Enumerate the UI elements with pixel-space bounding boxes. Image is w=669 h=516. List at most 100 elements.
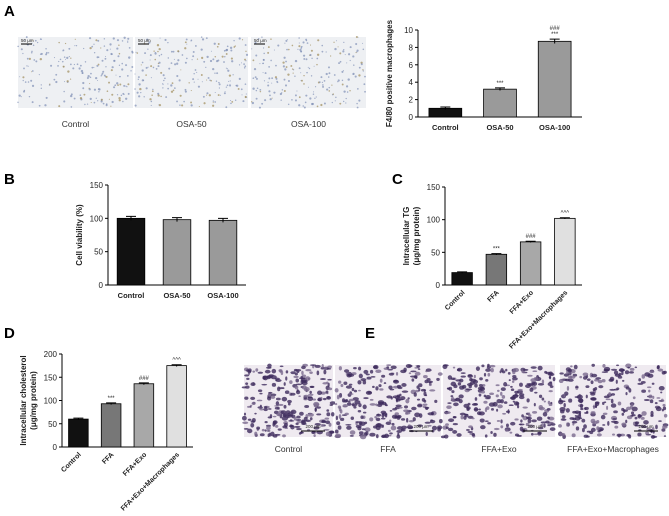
texture <box>362 404 367 410</box>
texture <box>244 44 247 46</box>
texture <box>111 100 114 104</box>
texture <box>270 38 272 40</box>
texture <box>240 88 243 91</box>
y-tick-label: 150 <box>427 183 441 192</box>
texture <box>295 422 299 426</box>
texture <box>325 390 329 394</box>
texture <box>355 35 358 39</box>
x-tick-label: OSA-50 <box>163 291 190 300</box>
texture <box>263 407 268 412</box>
texture <box>269 414 273 419</box>
texture <box>217 59 220 62</box>
texture <box>249 406 252 408</box>
texture <box>621 412 625 416</box>
texture <box>389 419 392 423</box>
texture <box>246 96 248 98</box>
texture <box>69 94 73 98</box>
texture <box>616 433 622 437</box>
texture <box>38 74 40 76</box>
texture <box>563 392 566 398</box>
texture <box>490 407 494 411</box>
texture <box>634 421 640 425</box>
texture <box>125 64 128 67</box>
texture <box>548 421 554 424</box>
texture <box>471 417 475 420</box>
texture <box>486 406 490 410</box>
texture <box>412 417 416 422</box>
texture <box>307 86 309 88</box>
texture <box>271 82 273 84</box>
texture <box>434 399 438 403</box>
texture <box>325 420 331 425</box>
texture <box>297 48 299 50</box>
texture <box>298 67 301 70</box>
texture <box>339 392 343 398</box>
texture <box>649 399 654 404</box>
error-bar <box>525 240 536 243</box>
texture <box>493 427 500 431</box>
texture <box>178 79 181 82</box>
texture <box>497 404 503 409</box>
texture <box>662 403 666 407</box>
texture <box>179 104 181 106</box>
texture <box>298 37 300 39</box>
texture <box>301 365 306 370</box>
texture <box>134 73 136 75</box>
texture <box>165 96 168 99</box>
texture <box>30 79 33 82</box>
texture <box>227 69 230 72</box>
texture <box>487 372 491 377</box>
texture <box>31 101 34 104</box>
texture <box>396 434 401 439</box>
texture <box>353 64 355 66</box>
texture <box>127 92 130 95</box>
texture <box>213 42 216 45</box>
texture <box>150 104 152 107</box>
texture <box>307 66 309 68</box>
texture <box>559 432 566 437</box>
texture <box>323 428 330 431</box>
texture <box>317 39 320 42</box>
texture <box>341 70 344 73</box>
texture <box>243 63 245 66</box>
texture <box>255 368 259 372</box>
texture <box>511 380 515 383</box>
texture <box>304 101 307 104</box>
texture <box>381 434 387 438</box>
texture <box>81 71 84 75</box>
texture <box>108 98 110 100</box>
texture <box>352 397 359 401</box>
texture <box>255 54 258 57</box>
texture <box>270 59 272 62</box>
texture <box>338 62 341 65</box>
texture <box>291 44 294 47</box>
texture <box>118 44 120 46</box>
texture <box>401 383 407 387</box>
texture <box>352 73 354 75</box>
texture <box>254 412 257 415</box>
texture <box>127 40 129 42</box>
texture <box>298 42 300 44</box>
texture <box>521 414 524 418</box>
texture <box>580 407 584 411</box>
significance: ^^^ <box>561 211 570 217</box>
texture <box>264 406 268 409</box>
texture <box>328 72 331 75</box>
texture <box>389 410 393 412</box>
texture <box>519 393 525 397</box>
y-tick-label: 100 <box>44 397 58 406</box>
texture <box>625 386 630 390</box>
texture <box>340 383 344 388</box>
texture <box>296 421 303 424</box>
texture <box>337 46 339 48</box>
texture <box>532 370 538 373</box>
texture <box>379 378 383 383</box>
texture <box>528 424 535 428</box>
texture <box>179 94 182 97</box>
y-tick-label: 0 <box>409 113 414 122</box>
texture <box>148 41 151 44</box>
texture <box>516 434 522 437</box>
texture <box>505 423 509 428</box>
texture <box>40 38 42 40</box>
texture <box>162 82 164 85</box>
